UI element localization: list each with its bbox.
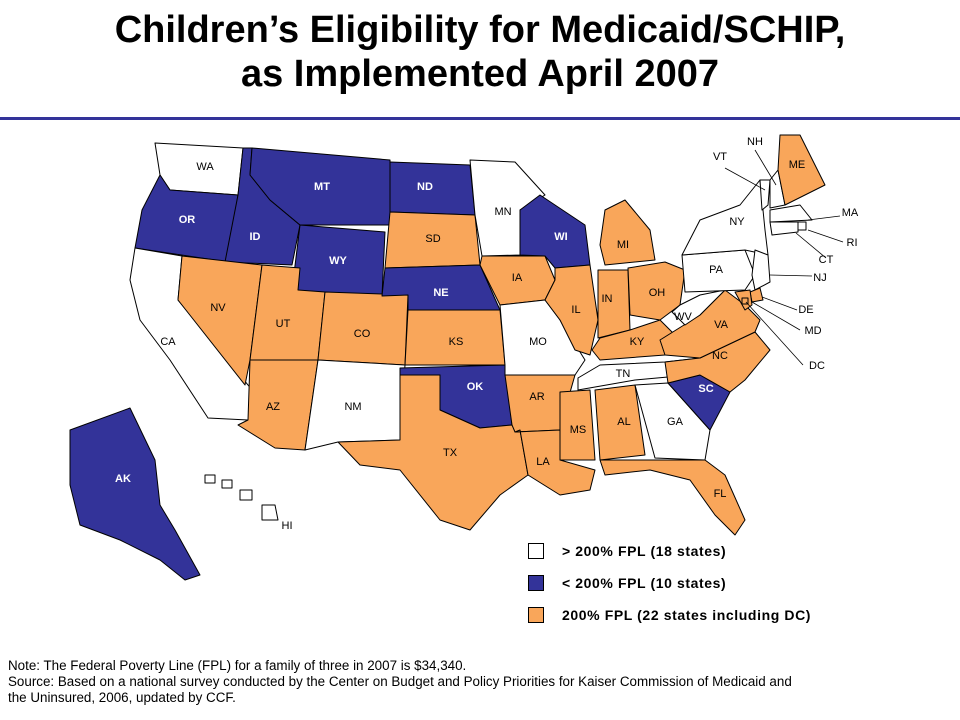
state-label-ny: NY (729, 216, 745, 228)
state-label-al: AL (617, 416, 630, 428)
state-nj (751, 249, 771, 291)
state-il (544, 264, 599, 356)
state-label-co: CO (354, 328, 371, 340)
state-label-in: IN (602, 293, 613, 305)
state-label-la: LA (536, 456, 550, 468)
state-label-id: ID (250, 231, 261, 243)
legend-label: > 200% FPL (18 states) (562, 543, 727, 559)
legend-swatch-white (528, 543, 544, 559)
state-label-ri: RI (847, 237, 858, 249)
state-label-ky: KY (630, 336, 645, 348)
state-label-az: AZ (266, 401, 280, 413)
footnotes: Note: The Federal Poverty Line (FPL) for… (8, 658, 956, 706)
state-mi (599, 199, 656, 266)
leader-line (807, 215, 841, 221)
state-me (777, 134, 826, 206)
state-de (749, 287, 764, 303)
state-label-ks: KS (449, 336, 464, 348)
state-label-wy: WY (329, 255, 347, 267)
state-label-tx: TX (443, 447, 458, 459)
state-ms (559, 389, 596, 461)
map-title: Children’s Eligibility for Medicaid/SCHI… (0, 8, 960, 96)
state-ma (769, 204, 813, 223)
state-label-mi: MI (617, 239, 629, 251)
state-label-ms: MS (570, 424, 587, 436)
state-label-ga: GA (667, 416, 684, 428)
state-fl (599, 459, 746, 536)
legend-swatch-blue (528, 575, 544, 591)
source-line-continued: the Uninsured, 2006, updated by CCF. (8, 690, 236, 705)
state-label-pa: PA (709, 264, 724, 276)
state-label-mo: MO (529, 336, 547, 348)
state-label-or: OR (179, 214, 196, 226)
state-label-ut: UT (276, 318, 291, 330)
legend-item-above-200: > 200% FPL (18 states) (528, 540, 726, 562)
state-label-ar: AR (529, 391, 544, 403)
legend-swatch-orange (528, 607, 544, 623)
state-nv (177, 255, 263, 386)
state-label-fl: FL (714, 488, 727, 500)
state-label-ca: CA (160, 336, 176, 348)
state-label-ne: NE (433, 287, 448, 299)
state-label-wa: WA (196, 161, 214, 173)
state-label-ak: AK (115, 473, 131, 485)
state-label-ma: MA (842, 207, 859, 219)
state-label-nv: NV (210, 302, 226, 314)
leader-line (724, 167, 766, 191)
leader-line (761, 296, 798, 311)
state-ri (797, 221, 807, 231)
leader-line (754, 149, 777, 186)
state-al (594, 384, 646, 461)
state-label-de: DE (798, 304, 813, 316)
leader-line (795, 232, 827, 259)
leader-line (769, 274, 813, 277)
title-line-1: Children’s Eligibility for Medicaid/SCHI… (114, 9, 846, 51)
state-label-nj: NJ (813, 272, 826, 284)
state-label-nm: NM (344, 401, 361, 413)
state-label-nc: NC (712, 350, 728, 362)
state-label-dc: DC (809, 360, 825, 372)
state-ct (769, 221, 799, 236)
state-label-nd: ND (417, 181, 433, 193)
state-label-ia: IA (512, 272, 523, 284)
state-tx (337, 374, 529, 531)
leader-line (807, 229, 844, 243)
state-label-tn: TN (616, 368, 631, 380)
state-wv (671, 289, 726, 326)
state-ak (69, 407, 201, 581)
state-label-me: ME (789, 159, 806, 171)
note-line: Note: The Federal Poverty Line (FPL) for… (8, 658, 467, 673)
state-label-vt: VT (713, 151, 727, 163)
title-rule (0, 117, 960, 120)
title-line-2: as Implemented April 2007 (240, 53, 719, 95)
state-label-ct: CT (819, 254, 834, 266)
leader-line (751, 301, 801, 331)
state-label-sc: SC (698, 383, 713, 395)
state-label-oh: OH (649, 287, 666, 299)
state-label-md: MD (804, 325, 821, 337)
state-vt (759, 179, 771, 211)
leader-line (745, 301, 804, 366)
state-label-ok: OK (467, 381, 484, 393)
legend-label: 200% FPL (22 states including DC) (562, 607, 812, 623)
state-label-nh: NH (747, 136, 763, 148)
us-map: WA OR CA ID NV MT WY UT AZ CO NM ND SD NE KS OK TX MN IA MO… (69, 134, 859, 581)
state-label-wi: WI (554, 231, 567, 243)
state-ny (681, 179, 769, 256)
legend-item-at-200: 200% FPL (22 states including DC) (528, 604, 811, 626)
state-hi (204, 474, 279, 521)
state-label-wv: WV (674, 311, 692, 323)
legend-label: < 200% FPL (10 states) (562, 575, 727, 591)
state-label-hi: HI (282, 520, 293, 532)
state-ky (591, 319, 681, 361)
state-label-mn: MN (494, 206, 511, 218)
source-line: Source: Based on a national survey condu… (8, 674, 792, 689)
state-ga (634, 382, 711, 461)
state-label-sd: SD (425, 233, 440, 245)
state-label-va: VA (714, 319, 729, 331)
state-label-mt: MT (314, 181, 330, 193)
legend-item-below-200: < 200% FPL (10 states) (528, 572, 726, 594)
state-label-il: IL (571, 304, 580, 316)
